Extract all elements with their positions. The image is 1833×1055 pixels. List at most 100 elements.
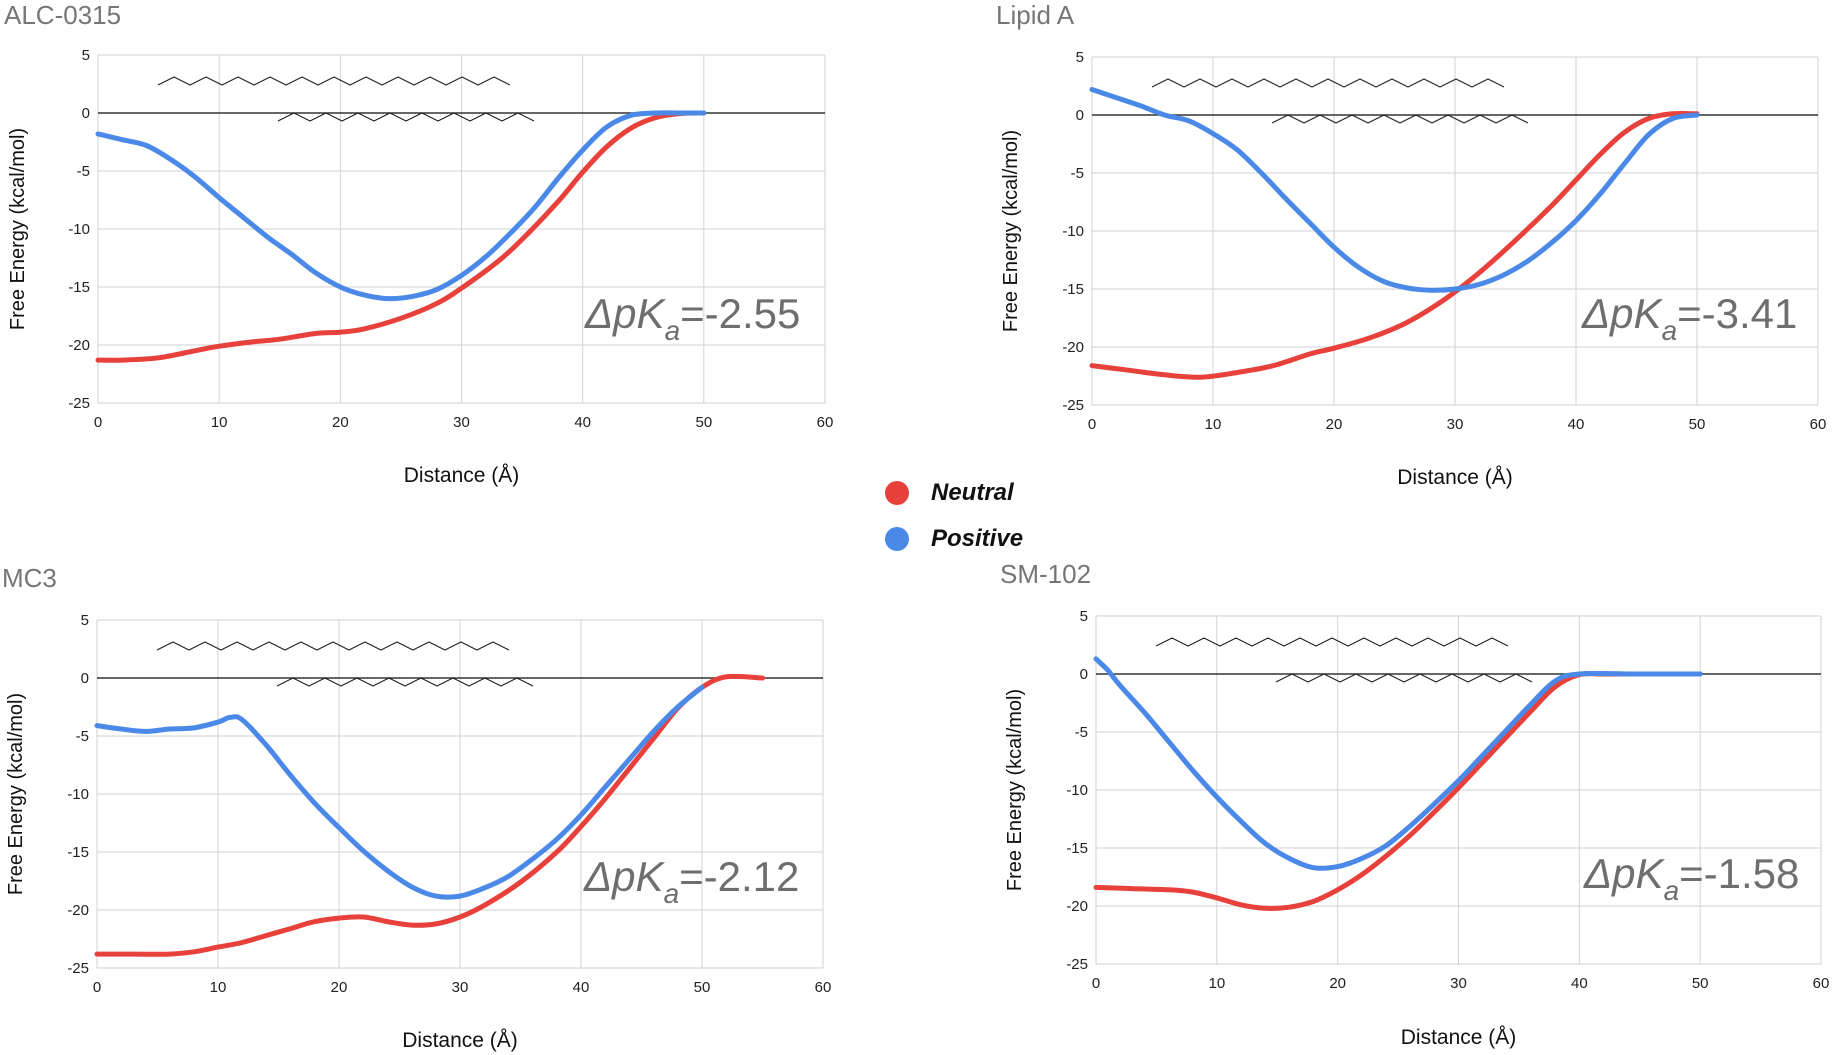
x-tick-label: 20 [332,414,349,431]
y-axis-label: Free Energy (kcal/mol) [5,693,27,895]
y-tick-label: -15 [1062,281,1084,298]
y-tick-label: -5 [1071,165,1084,182]
delta-pka-prefix: Δp [583,853,636,900]
x-tick-label: 50 [694,979,711,996]
x-tick-label: 30 [452,979,469,996]
y-tick-label: 0 [1080,666,1088,683]
chart-panel-2: Lipid A0 10 20 30 40 50 6050-5-10-15-20-25ΔpKa… [996,0,1826,489]
y-tick-label: 5 [1076,49,1084,66]
y-axis-label: Free Energy (kcal/mol) [7,128,29,330]
y-tick-label: -10 [1066,782,1088,799]
delta-pka-annotation: ΔpKa=-3.41 [1581,290,1797,346]
x-tick-label: 40 [1571,975,1588,992]
y-tick-label: -10 [1062,223,1084,240]
x-tick-label: 10 [1205,416,1222,433]
x-tick-label: 50 [1689,416,1706,433]
y-axis-label: Free Energy (kcal/mol) [1004,689,1026,891]
x-tick-label: 60 [817,414,834,431]
delta-pka-value: =-2.12 [679,853,799,900]
delta-pka-value: =-3.41 [1677,290,1797,337]
y-tick-label: -15 [1066,840,1088,857]
series-line-neutral [95,110,707,363]
x-tick-label: 0 [93,979,101,996]
delta-pka-value: =-1.58 [1679,850,1799,897]
molecule-structure [1151,78,1529,124]
x-tick-label: 20 [1326,416,1343,433]
x-tick-label: 30 [453,414,470,431]
series-line-neutral [1093,671,1703,911]
delta-pka-letter: K [636,853,666,900]
y-tick-label: -25 [68,395,90,412]
y-tick-label: 0 [81,670,89,687]
x-tick-label: 30 [1447,416,1464,433]
delta-pka-subscript: a [1662,315,1678,346]
series-line-neutral [1089,110,1700,380]
legend-neutral-label: Neutral [931,479,1014,506]
x-axis-label: Distance (Å) [1397,466,1513,489]
x-axis-label: Distance (Å) [1401,1026,1517,1049]
delta-pka-letter: K [637,290,667,337]
y-tick-label: -20 [68,337,90,354]
legend-positive-label: Positive [931,525,1024,552]
x-tick-label: 20 [331,979,348,996]
x-tick-label: 30 [1450,975,1467,992]
y-tick-label: -5 [77,163,90,180]
y-tick-label: -10 [68,221,90,238]
chart-title: MC3 [2,563,57,593]
x-tick-label: 40 [574,414,591,431]
delta-pka-value: =-2.55 [680,290,800,337]
y-tick-label: -25 [1066,956,1088,973]
legend-item-positive: Positive [885,522,1023,556]
delta-pka-annotation: ΔpKa=-2.55 [584,290,800,346]
x-tick-label: 10 [1208,975,1225,992]
y-axis-label: Free Energy (kcal/mol) [1000,130,1022,332]
legend-positive-marker [885,527,909,551]
delta-pka-annotation: ΔpKa=-2.12 [583,853,799,909]
series-line-positive [94,684,705,900]
y-tick-label: -25 [67,960,89,977]
y-tick-label: -25 [1062,397,1084,414]
legend: Neutral Positive [885,460,1085,570]
series-line-positive [1089,87,1700,293]
delta-pka-prefix: Δp [1583,850,1636,897]
delta-pka-subscript: a [664,878,680,909]
delta-pka-prefix: Δp [1581,290,1634,337]
molecule-structure [1155,637,1533,683]
x-tick-label: 0 [1092,975,1100,992]
x-tick-label: 60 [1813,975,1830,992]
x-tick-label: 50 [1692,975,1709,992]
y-tick-label: 0 [82,105,90,122]
x-tick-label: 10 [211,414,228,431]
x-axis-label: Distance (Å) [402,1029,518,1052]
series-line-neutral [94,673,765,957]
y-tick-label: -15 [68,279,90,296]
legend-item-neutral: Neutral [885,476,1014,510]
x-tick-label: 20 [1329,975,1346,992]
y-tick-label: 0 [1076,107,1084,124]
chart-title: ALC-0315 [4,0,121,30]
x-tick-label: 0 [1088,416,1096,433]
molecule-structure [156,641,534,687]
series-line-positive [1093,656,1703,871]
y-tick-label: -10 [67,786,89,803]
x-tick-label: 60 [1810,416,1827,433]
delta-pka-letter: K [1636,850,1666,897]
x-tick-label: 40 [1568,416,1585,433]
y-tick-label: 5 [1080,608,1088,625]
y-tick-label: -20 [1066,898,1088,915]
y-tick-label: 5 [81,612,89,629]
y-tick-label: 5 [82,47,90,64]
x-axis-label: Distance (Å) [404,464,520,487]
y-tick-label: -5 [76,728,89,745]
delta-pka-prefix: Δp [584,290,637,337]
delta-pka-subscript: a [1664,875,1680,906]
molecule-structure [157,76,535,122]
delta-pka-subscript: a [665,315,681,346]
x-tick-label: 40 [573,979,590,996]
chart-title: Lipid A [996,0,1075,30]
chart-title: SM-102 [1000,559,1091,589]
